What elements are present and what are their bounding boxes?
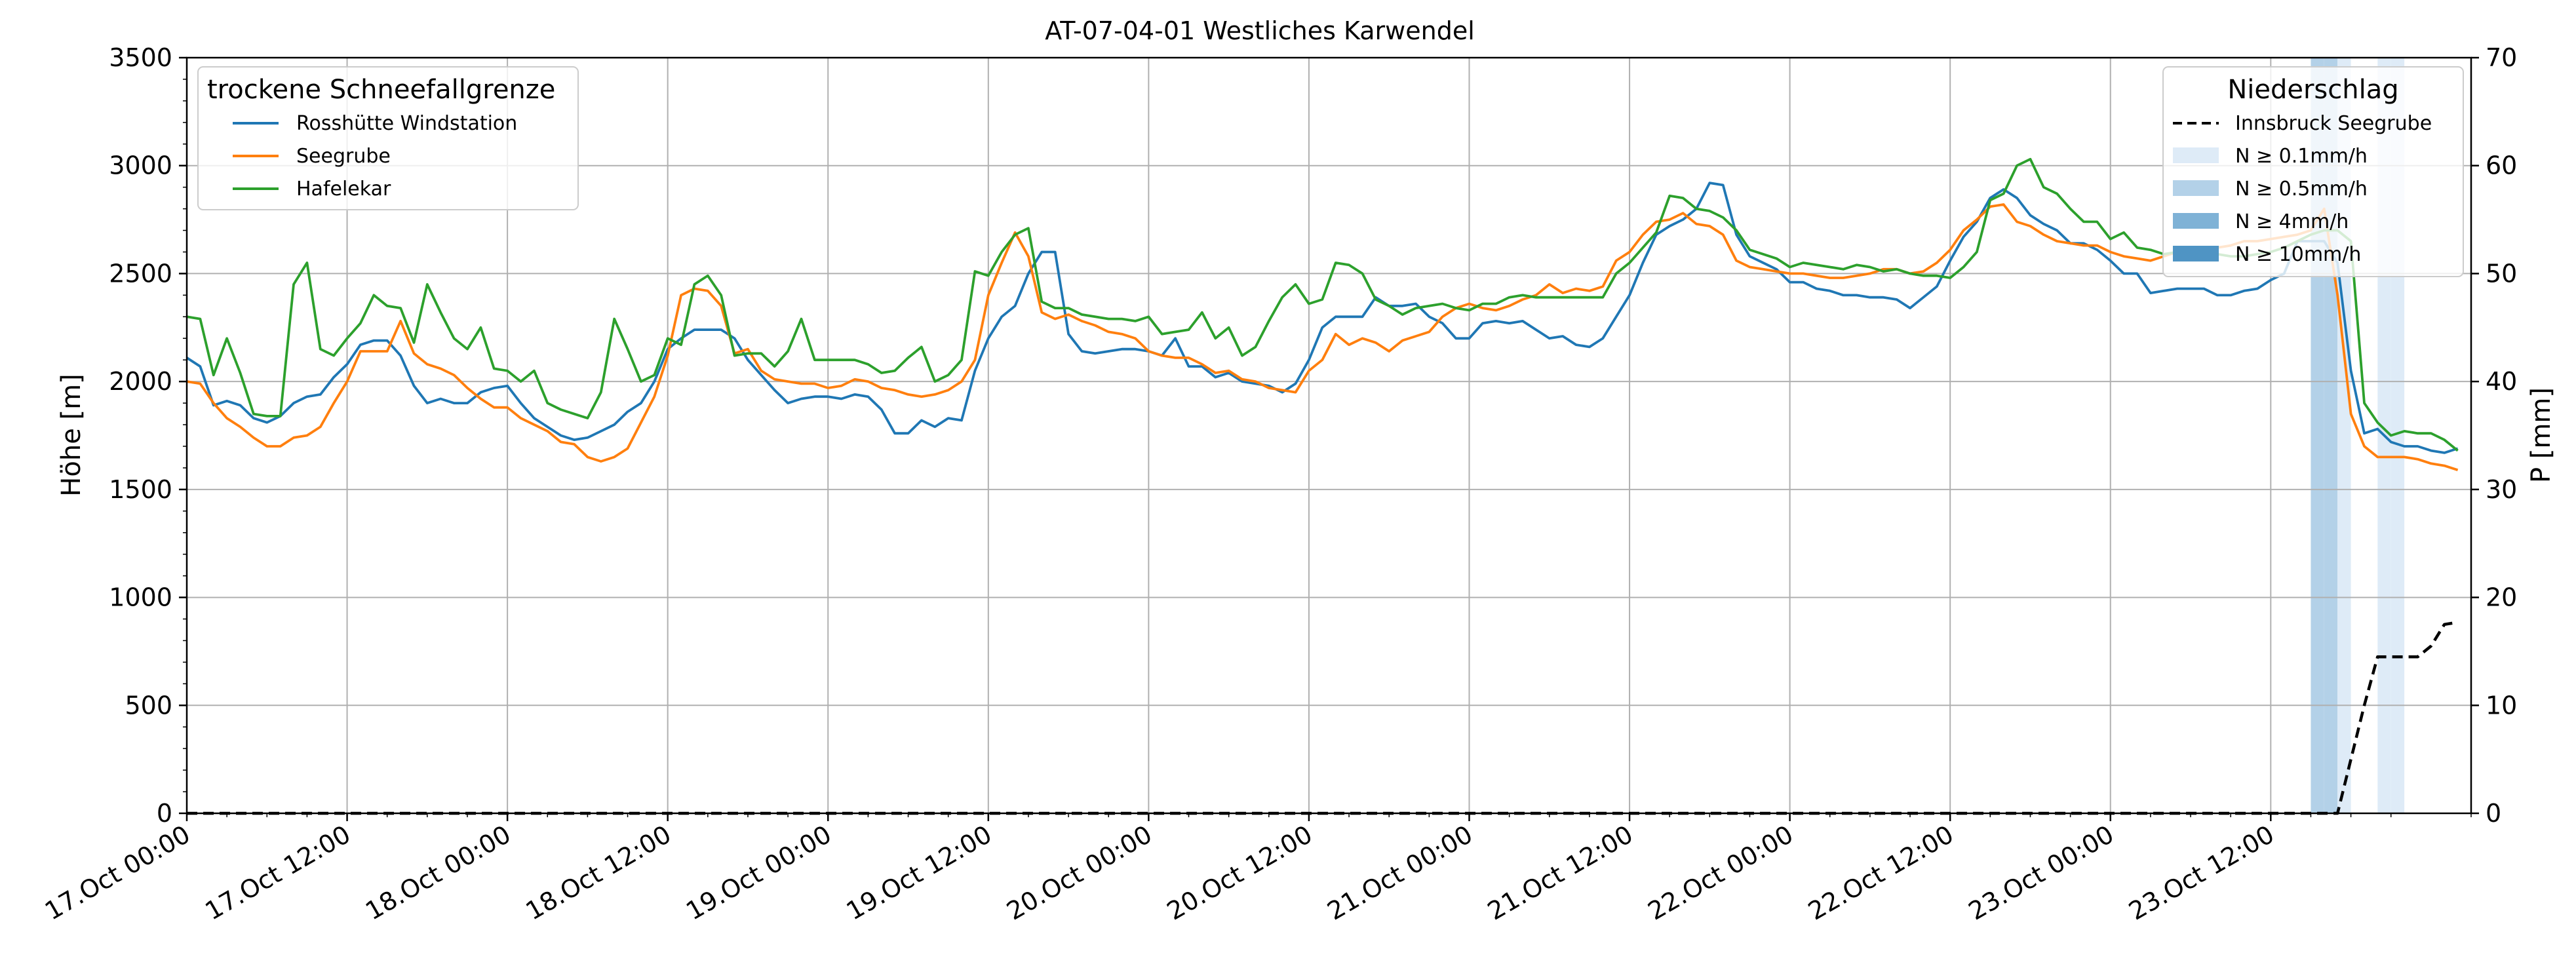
legend-left: trockene Schneefallgrenze Rosshütte Wind… bbox=[197, 66, 579, 210]
y-tick-label-right: 20 bbox=[2486, 583, 2517, 612]
x-tick-label: 20.Oct 12:00 bbox=[1162, 820, 1317, 926]
x-tick-label: 22.Oct 00:00 bbox=[1643, 820, 1799, 926]
legend-swatch-n4 bbox=[2173, 213, 2219, 229]
legend-label-hafelekar: Hafelekar bbox=[296, 178, 391, 201]
legend-label-innsbruck-seegrube: Innsbruck Seegrube bbox=[2235, 112, 2432, 135]
x-tick-label: 18.Oct 12:00 bbox=[521, 820, 676, 926]
legend-label-n4: N ≥ 4mm/h bbox=[2235, 210, 2349, 233]
series-line-1 bbox=[186, 203, 2459, 472]
series-line-2 bbox=[186, 157, 2459, 452]
y-tick-label-left: 3000 bbox=[109, 151, 172, 180]
legend-swatch-n01 bbox=[2173, 147, 2219, 163]
legend-right-box bbox=[2162, 66, 2464, 277]
legend-label-seegrube: Seegrube bbox=[296, 145, 391, 168]
x-tick-label: 17.Oct 00:00 bbox=[40, 820, 195, 926]
y-tick-label-right: 30 bbox=[2486, 475, 2517, 504]
legend-left-title: trockene Schneefallgrenze bbox=[207, 75, 555, 105]
x-tick-label: 18.Oct 00:00 bbox=[361, 820, 516, 926]
series-line-0 bbox=[185, 182, 2459, 454]
x-tick-label: 19.Oct 00:00 bbox=[681, 820, 836, 926]
y-tick-label-left: 500 bbox=[125, 691, 172, 720]
y-axis-label-right: P [mm] bbox=[2526, 387, 2556, 483]
series-line-3 bbox=[187, 621, 2458, 815]
y-tick-label-left: 2000 bbox=[109, 367, 172, 396]
legend-right: Niederschlag Innsbruck Seegrube N ≥ 0.1m… bbox=[2162, 66, 2464, 277]
x-tick-label: 19.Oct 12:00 bbox=[842, 820, 997, 926]
plot-frame bbox=[185, 56, 2472, 815]
legend-swatch-n10 bbox=[2173, 246, 2219, 261]
legend-right-title: Niederschlag bbox=[2227, 75, 2398, 105]
y-axis-left: 0 500 1000 1500 2000 2500 3000 3500 bbox=[109, 43, 187, 828]
y-tick-label-left: 1500 bbox=[109, 475, 172, 504]
y-tick-label-right: 70 bbox=[2486, 43, 2517, 72]
x-tick-label: 20.Oct 00:00 bbox=[1002, 820, 1157, 926]
legend-swatch-n05 bbox=[2173, 180, 2219, 196]
x-tick-label: 23.Oct 00:00 bbox=[1964, 820, 2119, 926]
y-tick-label-right: 0 bbox=[2486, 799, 2501, 828]
x-tick-label: 22.Oct 12:00 bbox=[1803, 820, 1959, 926]
y-tick-label-right: 50 bbox=[2486, 259, 2517, 288]
legend-left-box bbox=[197, 66, 579, 210]
y-tick-label-right: 60 bbox=[2486, 151, 2517, 180]
chart-title: AT-07-04-01 Westliches Karwendel bbox=[1045, 16, 1475, 45]
x-axis: 17.Oct 00:00 17.Oct 12:00 18.Oct 00:00 18.O… bbox=[40, 813, 2472, 926]
x-tick-label: 23.Oct 12:00 bbox=[2124, 820, 2279, 926]
y-tick-label-right: 10 bbox=[2486, 691, 2517, 720]
y-tick-label-left: 0 bbox=[157, 799, 172, 828]
legend-label-rosshuette: Rosshütte Windstation bbox=[296, 112, 517, 135]
series-lines bbox=[185, 157, 2459, 815]
legend-label-n10: N ≥ 10mm/h bbox=[2235, 243, 2361, 266]
y-axis-label-left: Höhe [m] bbox=[56, 374, 87, 496]
x-tick-label: 21.Oct 12:00 bbox=[1483, 820, 1638, 926]
y-tick-label-left: 1000 bbox=[109, 583, 172, 612]
y-tick-label-right: 40 bbox=[2486, 367, 2517, 396]
y-tick-label-left: 2500 bbox=[109, 259, 172, 288]
x-tick-label: 21.Oct 00:00 bbox=[1322, 820, 1477, 926]
x-tick-label: 17.Oct 12:00 bbox=[201, 820, 356, 926]
y-axis-right: 0 10 20 30 40 50 60 70 bbox=[2471, 43, 2517, 828]
y-tick-label-left: 3500 bbox=[109, 43, 172, 72]
legend-label-n01: N ≥ 0.1mm/h bbox=[2235, 145, 2368, 168]
legend-label-n05: N ≥ 0.5mm/h bbox=[2235, 178, 2368, 201]
